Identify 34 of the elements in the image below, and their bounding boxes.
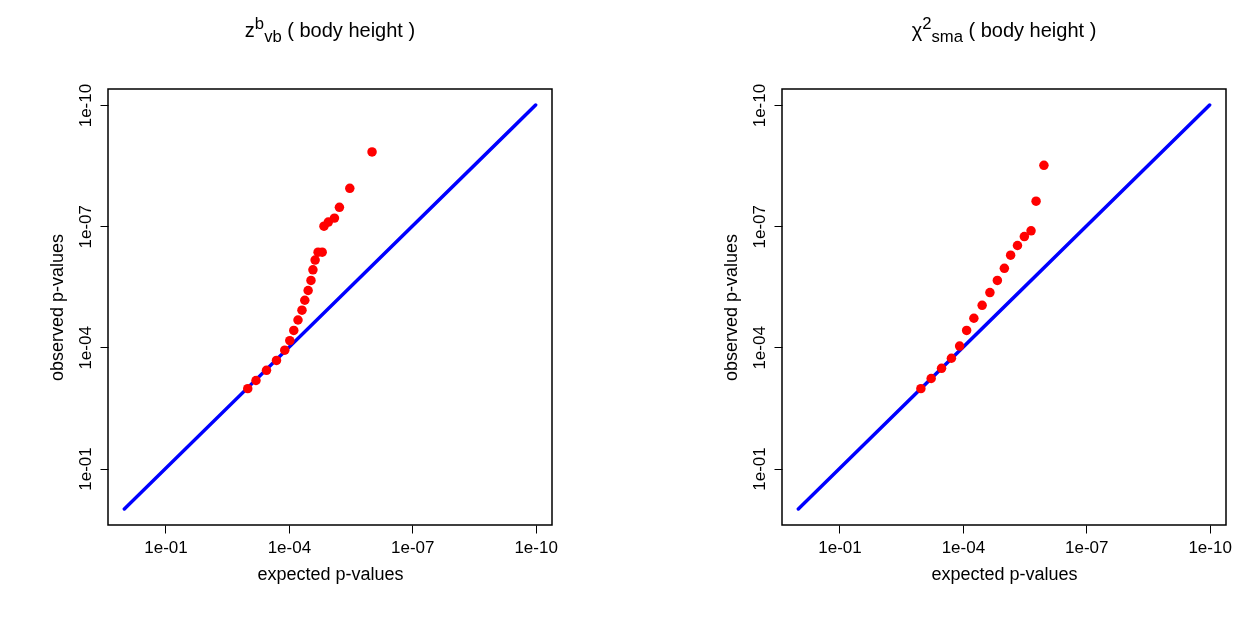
y-tick-label: 1e-04 <box>749 326 769 370</box>
x-tick-label: 1e-01 <box>144 537 188 557</box>
x-tick-label: 1e-04 <box>941 537 986 557</box>
point <box>1026 226 1036 236</box>
y-tick-label: 1e-01 <box>749 447 769 491</box>
x-axis-title: expected p-values <box>931 563 1078 584</box>
x-tick-label: 1e-10 <box>514 537 558 557</box>
x-tick-label: 1e-07 <box>391 537 435 557</box>
y-tick-label: 1e-10 <box>749 83 769 128</box>
point <box>1005 250 1016 260</box>
y-tick-label: 1e-04 <box>75 326 95 370</box>
x-tick-label: 1e-07 <box>1065 537 1109 557</box>
point <box>954 341 965 351</box>
y-tick-label: 1e-10 <box>75 83 95 128</box>
point <box>961 325 972 336</box>
x-tick-label: 1e-10 <box>1188 537 1232 557</box>
y-axis-title: observed p-values <box>46 233 67 382</box>
point <box>985 287 995 298</box>
point <box>999 263 1010 274</box>
x-tick-label: 1e-01 <box>818 537 862 557</box>
x-axis-title: expected p-values <box>257 563 404 584</box>
y-axis-title: observed p-values <box>720 233 741 382</box>
point <box>977 300 987 311</box>
point <box>1019 231 1030 242</box>
y-tick-label: 1e-07 <box>749 204 769 249</box>
point <box>969 313 979 323</box>
y-tick-label: 1e-07 <box>75 204 95 249</box>
point <box>1012 240 1023 251</box>
point <box>946 353 957 363</box>
point <box>992 275 1003 286</box>
chart-title: z$^{b}$$_{vb}$ ( body height ) <box>243 14 417 48</box>
x-tick-label: 1e-04 <box>267 537 312 557</box>
y-tick-label: 1e-01 <box>75 447 95 491</box>
chart-title: χ$^{2}$$_{sma}$ ( body height ) <box>910 14 1098 48</box>
